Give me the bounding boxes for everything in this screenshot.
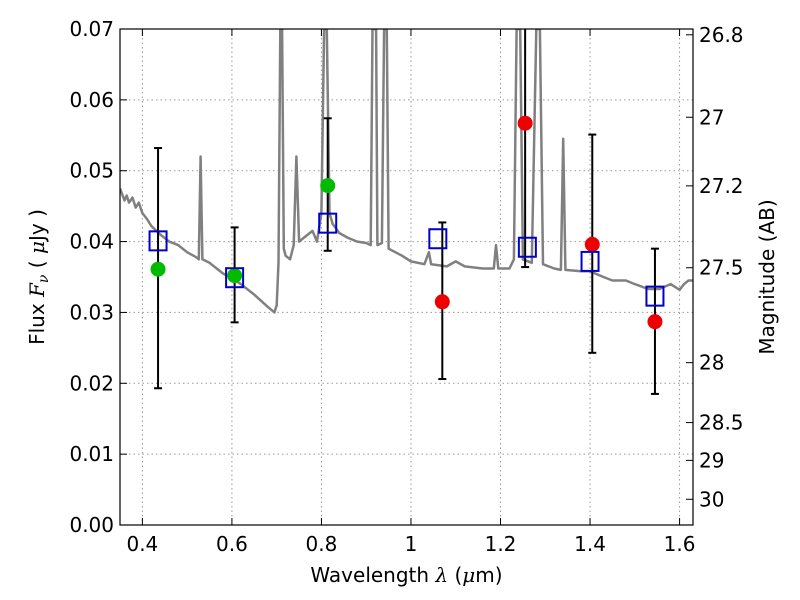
- model-photometry-square: [580, 250, 600, 272]
- observed-point: [150, 261, 166, 277]
- observed-points-layer: [150, 115, 663, 330]
- model-photometry-square: [318, 212, 338, 234]
- observed-point: [227, 268, 243, 284]
- y-axis-label: Flux Fν ( μJy ): [25, 209, 52, 345]
- y-tick-label: 0.06: [69, 88, 114, 112]
- y-tick-label: 0.01: [69, 442, 114, 466]
- x-tick-label: 0.6: [216, 532, 248, 556]
- y2-tick-label: 27: [699, 105, 724, 129]
- model-photometry-square: [148, 230, 168, 252]
- y2-tick-label: 28.5: [699, 411, 744, 435]
- model-photometry-square: [645, 285, 665, 307]
- x-axis-label: Wavelength λ (μm): [310, 563, 502, 587]
- x-tick-label: 1.2: [485, 532, 517, 556]
- x-tick-label: 1: [405, 532, 418, 556]
- x-tick-label: 0.4: [126, 532, 158, 556]
- y2-tick-label: 26.8: [699, 23, 744, 47]
- y-tick-label: 0.02: [69, 371, 114, 395]
- y2-tick-label: 30: [699, 487, 724, 511]
- observed-point: [434, 294, 450, 310]
- x-tick-label: 0.8: [306, 532, 338, 556]
- plot-frame: [119, 28, 694, 526]
- observed-point: [517, 115, 533, 131]
- y-tick-label: 0.07: [69, 17, 114, 41]
- x-tick-label: 1.4: [574, 532, 606, 556]
- model-photometry-square: [428, 228, 448, 250]
- y2-tick-label: 27.5: [699, 256, 744, 280]
- axis-ticks: 0.4 0.6 0.8 1 1.2 1.4 1.6 0.00 0.01 0.02 0.03 0.04 0…: [69, 17, 743, 556]
- y2-tick-label: 27.2: [699, 174, 744, 198]
- right-y-axis-label: Magnitude (AB): [755, 199, 779, 354]
- y-tick-label: 0.04: [69, 230, 114, 254]
- observed-point: [320, 178, 336, 194]
- model-photometry-layer: [148, 212, 665, 307]
- observed-point: [647, 314, 663, 330]
- y2-tick-label: 28: [699, 351, 724, 375]
- x-tick-label: 1.6: [664, 532, 696, 556]
- y-tick-label: 0.05: [69, 159, 114, 183]
- y-tick-label: 0.03: [69, 300, 114, 324]
- y2-tick-label: 29: [699, 448, 724, 472]
- model-spectrum-layer: [120, 29, 693, 314]
- y-tick-label: 0.00: [69, 513, 114, 537]
- model-photometry-square: [517, 236, 537, 258]
- observed-point: [584, 236, 600, 252]
- model-photometry-square: [225, 267, 245, 289]
- model-spectrum-line: [120, 29, 693, 314]
